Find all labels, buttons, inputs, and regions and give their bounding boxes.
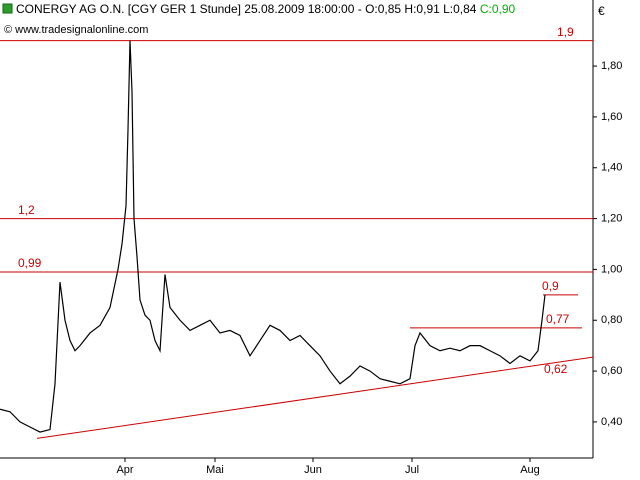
y-tick-label: 0,60 — [601, 365, 622, 377]
trend-line — [36, 356, 594, 439]
y-tick-label: 0,40 — [601, 416, 622, 428]
chart-title: CONERGY AG O.N. [CGY GER 1 Stunde] 25.08… — [16, 2, 516, 16]
level-label: 1,2 — [18, 203, 35, 217]
x-tick-label: Mai — [206, 464, 224, 476]
y-tick-label: 1,40 — [601, 162, 622, 174]
y-tick-label: 0,80 — [601, 314, 622, 326]
x-tick-label: Aug — [520, 464, 540, 476]
x-tick-label: Jul — [405, 464, 419, 476]
title-text: CONERGY AG O.N. [CGY GER 1 Stunde] 25.08… — [16, 2, 477, 16]
y-tick-label: 1,80 — [601, 60, 622, 72]
annotation: 0,62 — [544, 362, 568, 376]
level-label: 0,77 — [546, 312, 570, 326]
y-tick-label: 1,60 — [601, 111, 622, 123]
x-tick-label: Apr — [116, 464, 133, 476]
y-unit: € — [598, 4, 605, 18]
subtitle: © www.tradesignalonline.com — [4, 24, 148, 36]
close-label: C:0,90 — [480, 2, 516, 16]
x-tick-label: Jun — [304, 464, 322, 476]
y-tick-label: 1,20 — [601, 212, 622, 224]
y-tick-label: 1,00 — [601, 263, 622, 275]
level-label: 0,99 — [18, 256, 42, 270]
icon — [2, 3, 13, 14]
level-label: 0,9 — [542, 279, 559, 293]
level-label: 1,9 — [557, 25, 574, 39]
price-line — [0, 40, 546, 433]
